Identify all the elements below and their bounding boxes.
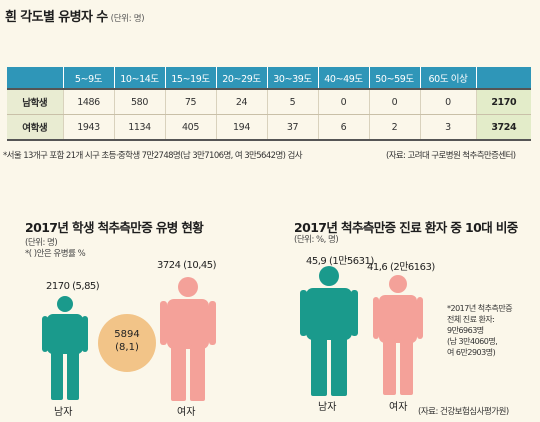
chart2-source: (자료: 건강보험심사평가원) [418, 407, 509, 417]
chart1-note: *( )안은 유병률 % [25, 249, 86, 259]
header-cell [7, 67, 64, 89]
chart1-total-value: 5894 [114, 329, 140, 340]
chart1-male-label: 남자 [54, 407, 73, 418]
header-cell: 30~39도 [267, 67, 319, 89]
side-note-line: 9만6963명 [447, 326, 484, 335]
chart2-male-value: 45,9 (1만5631) [306, 256, 374, 267]
chart1-male-value: 2170 (5,85) [46, 281, 100, 292]
table-title-text: 흰 각도별 유병자 수 [5, 10, 108, 25]
table-source: (자료: 고려대 구로병원 척추측만증센터) [386, 151, 516, 161]
table-cell: 2 [369, 114, 421, 141]
table-cell: 24 [216, 88, 268, 115]
table-cell: 3 [420, 114, 477, 141]
chart2-female-value: 41,6 (2만6163) [367, 262, 435, 273]
table-footnote: *서울 13개구 포함 21개 시구 초등·중학생 7만2748명(남 3만71… [3, 151, 303, 161]
chart1-total-rate: (8,1) [115, 342, 139, 353]
table-row: 남학생 1486 580 75 24 5 0 0 0 2170 [7, 88, 531, 115]
header-cell: 15~19도 [165, 67, 217, 89]
table-cell: 1486 [63, 88, 115, 115]
row-label-female: 여학생 [7, 114, 64, 141]
prevalence-table: 5~9도 10~14도 15~19도 20~29도 30~39도 40~49도 … [7, 67, 531, 141]
table-cell: 1134 [114, 114, 166, 141]
table-cell: 580 [114, 88, 166, 115]
table-unit: (단위: 명) [110, 14, 145, 24]
table-cell: 75 [165, 88, 217, 115]
header-cell: 40~49도 [318, 67, 370, 89]
chart2-title: 2017년 척추측만증 진료 환자 중 10대 비중 [294, 220, 518, 235]
side-note-line: (남 3만4060명, [447, 337, 498, 346]
header-cell: 10~14도 [114, 67, 166, 89]
table-header-row: 5~9도 10~14도 15~19도 20~29도 30~39도 40~49도 … [7, 67, 531, 89]
side-note-line: *2017년 척추측만증 [447, 304, 513, 313]
chart1-title: 2017년 학생 척추측만증 유병 현황 [25, 220, 204, 235]
header-cell: 60도 이상 [420, 67, 477, 89]
header-cell: 50~59도 [369, 67, 421, 89]
table-cell: 1943 [63, 114, 115, 141]
chart2-unit: (단위: %, 명) [294, 235, 339, 245]
header-cell: 20~29도 [216, 67, 268, 89]
chart2-male-figure [300, 266, 358, 396]
chart2-female-figure [373, 275, 423, 395]
chart1-male-figure [42, 296, 88, 400]
table-cell: 37 [267, 114, 319, 141]
chart2-female-label: 여자 [389, 402, 408, 413]
table-cell: 0 [420, 88, 477, 115]
chart2-male-label: 남자 [318, 402, 337, 413]
side-note-line: 여 6만2903명) [447, 348, 496, 357]
header-cell: 5~9도 [63, 67, 115, 89]
row-label-male: 남학생 [7, 88, 64, 115]
side-note-line: 전체 진료 환자: [447, 315, 495, 324]
table-cell: 0 [318, 88, 370, 115]
total-cell-male: 2170 [476, 88, 531, 115]
table-row: 여학생 1943 1134 405 194 37 6 2 3 3724 [7, 114, 531, 141]
table-cell: 6 [318, 114, 370, 141]
chart1-female-figure [160, 277, 216, 401]
chart2-side-note: *2017년 척추측만증 전체 진료 환자: 9만6963명 (남 3만4060… [447, 303, 513, 358]
header-cell [476, 67, 531, 89]
chart1-unit: (단위: 명) [25, 238, 58, 248]
table-cell: 194 [216, 114, 268, 141]
total-cell-female: 3724 [476, 114, 531, 141]
table-cell: 0 [369, 88, 421, 115]
table-cell: 5 [267, 88, 319, 115]
table-title: 흰 각도별 유병자 수 (단위: 명) [5, 6, 145, 25]
chart1-female-value: 3724 (10,45) [157, 260, 217, 271]
table-cell: 405 [165, 114, 217, 141]
chart1-total-bubble: 5894 (8,1) [98, 314, 156, 372]
chart1-female-label: 여자 [177, 407, 196, 418]
